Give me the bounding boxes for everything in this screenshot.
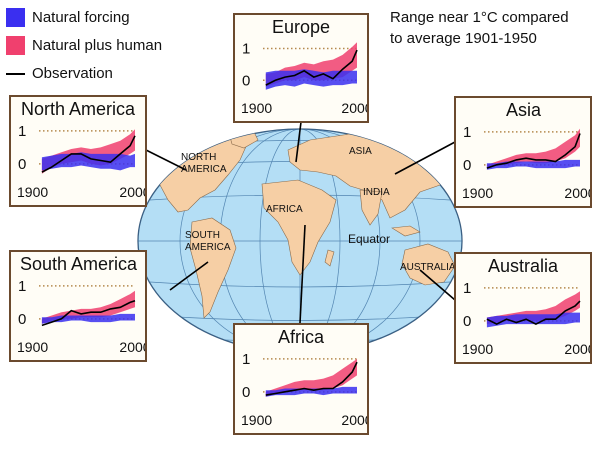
legend-line-observation xyxy=(6,73,25,75)
south-america-y-tick-1: 1 xyxy=(18,278,26,295)
europe-x-tick-1900: 1900 xyxy=(241,100,272,116)
africa-y-tick-1: 1 xyxy=(242,351,250,368)
map-label-asia: ASIA xyxy=(349,146,372,157)
map-label-india: INDIA xyxy=(363,187,390,198)
asia-x-tick-2000: 2000 xyxy=(564,185,590,201)
map-label-south-america-2: AMERICA xyxy=(185,242,231,253)
asia-observation-line xyxy=(486,133,581,169)
north-america-x-tick-2000: 2000 xyxy=(119,184,145,200)
asia-plot: 1 0 1900 2000 xyxy=(462,124,590,201)
australia-x-tick-1900: 1900 xyxy=(462,341,493,357)
map-label-south-america-1: SOUTH xyxy=(185,230,220,241)
australia-panel-title: Australia xyxy=(488,256,559,276)
legend-swatch-natural-plus-human xyxy=(6,36,25,55)
europe-panel-title: Europe xyxy=(272,17,331,37)
australia-natural-band xyxy=(486,312,580,328)
australia-y-tick-0: 0 xyxy=(463,313,471,330)
australia-x-tick-2000: 2000 xyxy=(564,341,590,357)
africa-y-tick-0: 0 xyxy=(242,384,250,401)
panel-south-america: South America 1 0 1900 2000 xyxy=(9,250,147,362)
asia-y-tick-1: 1 xyxy=(463,124,471,141)
africa-natural-band xyxy=(265,386,357,397)
north-america-plot: 1 0 1900 2000 xyxy=(17,123,145,200)
map-label-africa: AFRICA xyxy=(266,204,303,215)
panel-africa: Africa 1 0 1900 2000 xyxy=(233,323,369,435)
south-america-observation-line xyxy=(41,299,136,327)
north-america-x-tick-1900: 1900 xyxy=(17,184,48,200)
australia-observation-line xyxy=(486,300,581,325)
africa-x-tick-2000: 2000 xyxy=(341,412,367,428)
south-america-panel-title: South America xyxy=(20,254,138,274)
south-america-y-tick-0: 0 xyxy=(18,311,26,328)
panel-north-america: North America 1 0 1900 2000 xyxy=(9,95,147,207)
indonesia-land xyxy=(391,225,421,237)
map-label-australia: AUSTRALIA xyxy=(400,262,456,273)
panel-australia: Australia 1 0 1900 2000 xyxy=(454,252,592,364)
north-america-panel-title: North America xyxy=(21,99,136,119)
panel-asia: Asia 1 0 1900 2000 xyxy=(454,96,592,208)
legend-label-observation: Observation xyxy=(32,65,113,82)
north-america-y-tick-0: 0 xyxy=(18,156,26,173)
europe-observation-line xyxy=(265,49,358,86)
africa-observation-line xyxy=(265,361,358,396)
north-america-natural-band xyxy=(41,152,135,171)
legend-label-natural-plus-human: Natural plus human xyxy=(32,37,163,54)
asia-natural-plus-human-band xyxy=(486,128,580,169)
asia-y-tick-0: 0 xyxy=(463,157,471,174)
india-land xyxy=(359,189,383,226)
range-note-line-2: to average 1901-1950 xyxy=(390,30,537,47)
legend-label-natural: Natural forcing xyxy=(32,9,130,26)
europe-natural-band xyxy=(265,69,357,90)
map-label-north-america-2: AMERICA xyxy=(181,164,227,175)
legend-swatch-natural xyxy=(6,8,25,27)
range-note-line-1: Range near 1°C compared xyxy=(390,9,569,26)
south-america-land xyxy=(189,217,237,319)
europe-y-tick-0: 0 xyxy=(242,72,250,89)
south-america-plot: 1 0 1900 2000 xyxy=(17,278,145,355)
leader-lines xyxy=(145,121,456,324)
south-america-x-tick-1900: 1900 xyxy=(17,339,48,355)
europe-x-tick-2000: 2000 xyxy=(341,100,367,116)
madagascar-land xyxy=(324,249,335,267)
australia-land xyxy=(401,243,456,286)
map-label-north-america-1: NORTH xyxy=(181,152,217,163)
australia-y-tick-1: 1 xyxy=(463,280,471,297)
asia-panel-title: Asia xyxy=(506,100,542,120)
north-america-observation-line xyxy=(41,135,136,173)
africa-x-tick-1900: 1900 xyxy=(241,412,272,428)
europe-plot: 1 0 1900 2000 xyxy=(241,41,367,116)
australia-plot: 1 0 1900 2000 xyxy=(462,280,590,357)
europe-y-tick-1: 1 xyxy=(242,41,250,58)
africa-panel-title: Africa xyxy=(278,327,325,347)
south-america-x-tick-2000: 2000 xyxy=(119,339,145,355)
africa-land xyxy=(261,179,337,276)
north-america-y-tick-1: 1 xyxy=(18,123,26,140)
africa-plot: 1 0 1900 2000 xyxy=(241,351,367,428)
asia-x-tick-1900: 1900 xyxy=(462,185,493,201)
map-label-equator: Equator xyxy=(348,232,391,246)
panel-europe: Europe 1 0 1900 2000 xyxy=(233,13,369,123)
